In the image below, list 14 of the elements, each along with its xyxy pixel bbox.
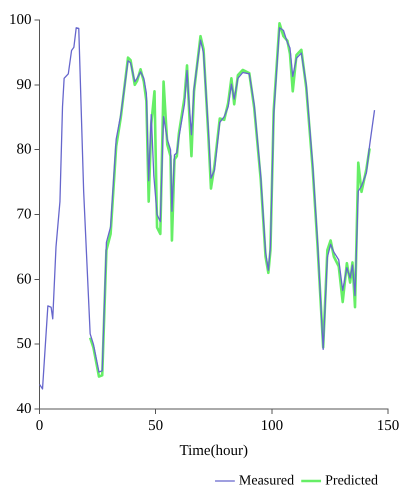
x-axis-title: Time(hour) xyxy=(179,442,248,459)
x-tick-label: 0 xyxy=(36,418,44,434)
x-tick-label: 150 xyxy=(376,418,400,434)
y-tick-label: 70 xyxy=(16,206,32,222)
x-tick-label: 50 xyxy=(148,418,164,434)
y-tick-label: 80 xyxy=(16,142,32,158)
x-tick-label: 100 xyxy=(260,418,284,434)
y-tick-label: 90 xyxy=(16,76,32,93)
legend-label: Measured xyxy=(238,474,294,489)
y-tick-label: 60 xyxy=(16,271,32,288)
y-tick-label: 50 xyxy=(16,336,32,352)
legend-label: Predicted xyxy=(325,474,378,489)
y-tick-label: 100 xyxy=(9,12,32,28)
y-tick-label: 40 xyxy=(16,400,32,417)
